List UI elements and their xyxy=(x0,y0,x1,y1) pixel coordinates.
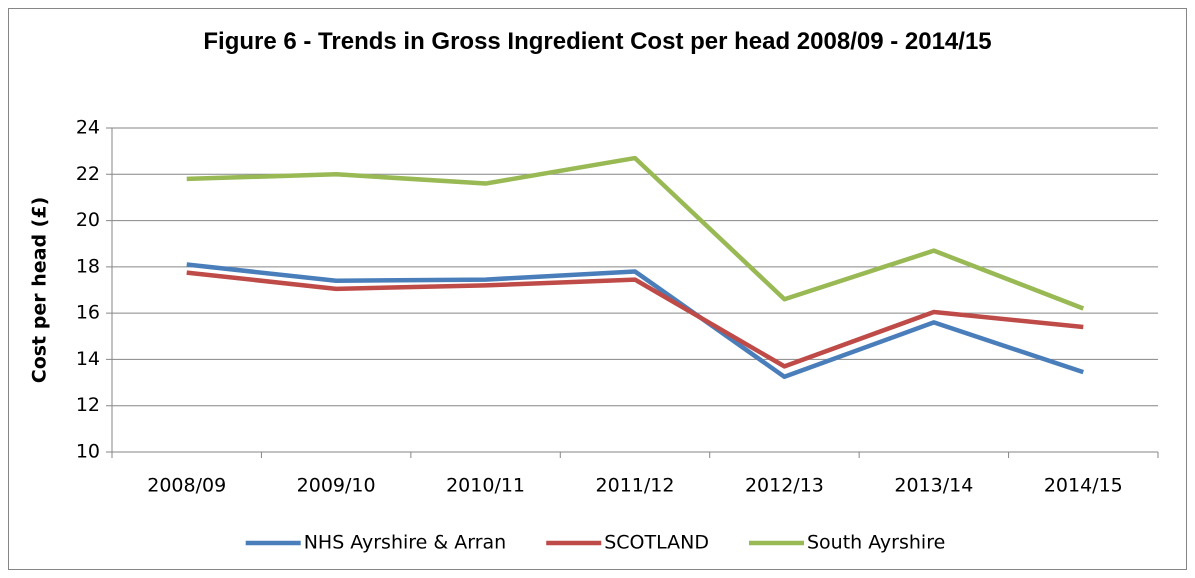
series-line xyxy=(186,155,1085,311)
legend-label: South Ayrshire xyxy=(807,532,945,554)
chart-title: Figure 6 - Trends in Gross Ingredient Co… xyxy=(203,28,992,55)
x-tick-label: 2008/09 xyxy=(147,475,226,497)
chart-border xyxy=(8,8,1187,570)
legend-label: SCOTLAND xyxy=(604,532,709,554)
y-tick-label: 20 xyxy=(76,209,100,231)
x-tick-label: 2009/10 xyxy=(297,475,376,497)
y-axis-label: Cost per head (£) xyxy=(29,197,51,384)
x-tick-label: 2010/11 xyxy=(446,475,525,497)
y-tick-label: 12 xyxy=(76,394,100,416)
series-line xyxy=(186,270,1084,369)
series-line xyxy=(186,262,1085,380)
x-tick-label: 2012/13 xyxy=(745,475,824,497)
y-tick-label: 22 xyxy=(76,163,100,185)
y-tick-label: 10 xyxy=(76,441,100,463)
legend-label: NHS Ayrshire & Arran xyxy=(304,532,507,554)
y-tick-label: 24 xyxy=(76,117,100,139)
y-tick-label: 14 xyxy=(76,348,100,370)
x-tick-label: 2014/15 xyxy=(1044,475,1123,497)
y-tick-label: 18 xyxy=(76,255,100,277)
x-tick-label: 2011/12 xyxy=(596,475,675,497)
x-tick-label: 2013/14 xyxy=(894,475,973,497)
y-tick-label: 16 xyxy=(76,302,100,324)
